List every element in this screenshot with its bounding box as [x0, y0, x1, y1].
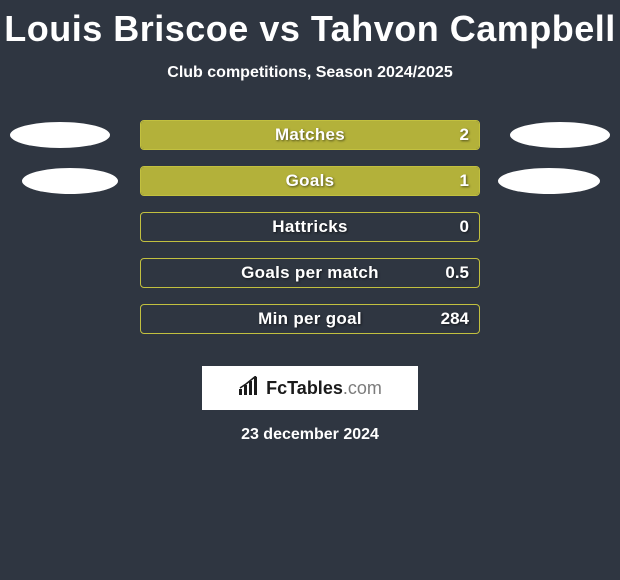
logo-suffix: .com [343, 378, 382, 399]
date-text: 23 december 2024 [0, 426, 620, 444]
stat-row: Min per goal284 [0, 304, 620, 350]
stat-label: Goals per match [141, 263, 479, 283]
right-value-ellipse [510, 122, 610, 148]
comparison-chart: Matches2Goals1Hattricks0Goals per match0… [0, 120, 620, 350]
stat-bar: Goals per match0.5 [140, 258, 480, 288]
logo-box: FcTables.com [202, 366, 418, 410]
stat-row: Matches2 [0, 120, 620, 166]
page-title: Louis Briscoe vs Tahvon Campbell [0, 0, 620, 50]
stat-bar: Matches2 [140, 120, 480, 150]
stat-row: Goals1 [0, 166, 620, 212]
stat-label: Min per goal [141, 309, 479, 329]
subtitle: Club competitions, Season 2024/2025 [0, 64, 620, 82]
logo-brand: FcTables [266, 378, 343, 399]
right-value-ellipse [498, 168, 600, 194]
stat-value: 284 [441, 309, 469, 329]
left-value-ellipse [22, 168, 118, 194]
stat-row: Hattricks0 [0, 212, 620, 258]
stat-row: Goals per match0.5 [0, 258, 620, 304]
stat-bar: Hattricks0 [140, 212, 480, 242]
stat-bar: Goals1 [140, 166, 480, 196]
stat-value: 0 [460, 217, 469, 237]
left-value-ellipse [10, 122, 110, 148]
logo-text: FcTables.com [266, 378, 382, 399]
stat-bar-fill [141, 167, 479, 195]
stat-bar-fill [141, 121, 479, 149]
stat-value: 0.5 [445, 263, 469, 283]
stat-label: Hattricks [141, 217, 479, 237]
stat-bar: Min per goal284 [140, 304, 480, 334]
logo-chart-icon [238, 376, 262, 401]
